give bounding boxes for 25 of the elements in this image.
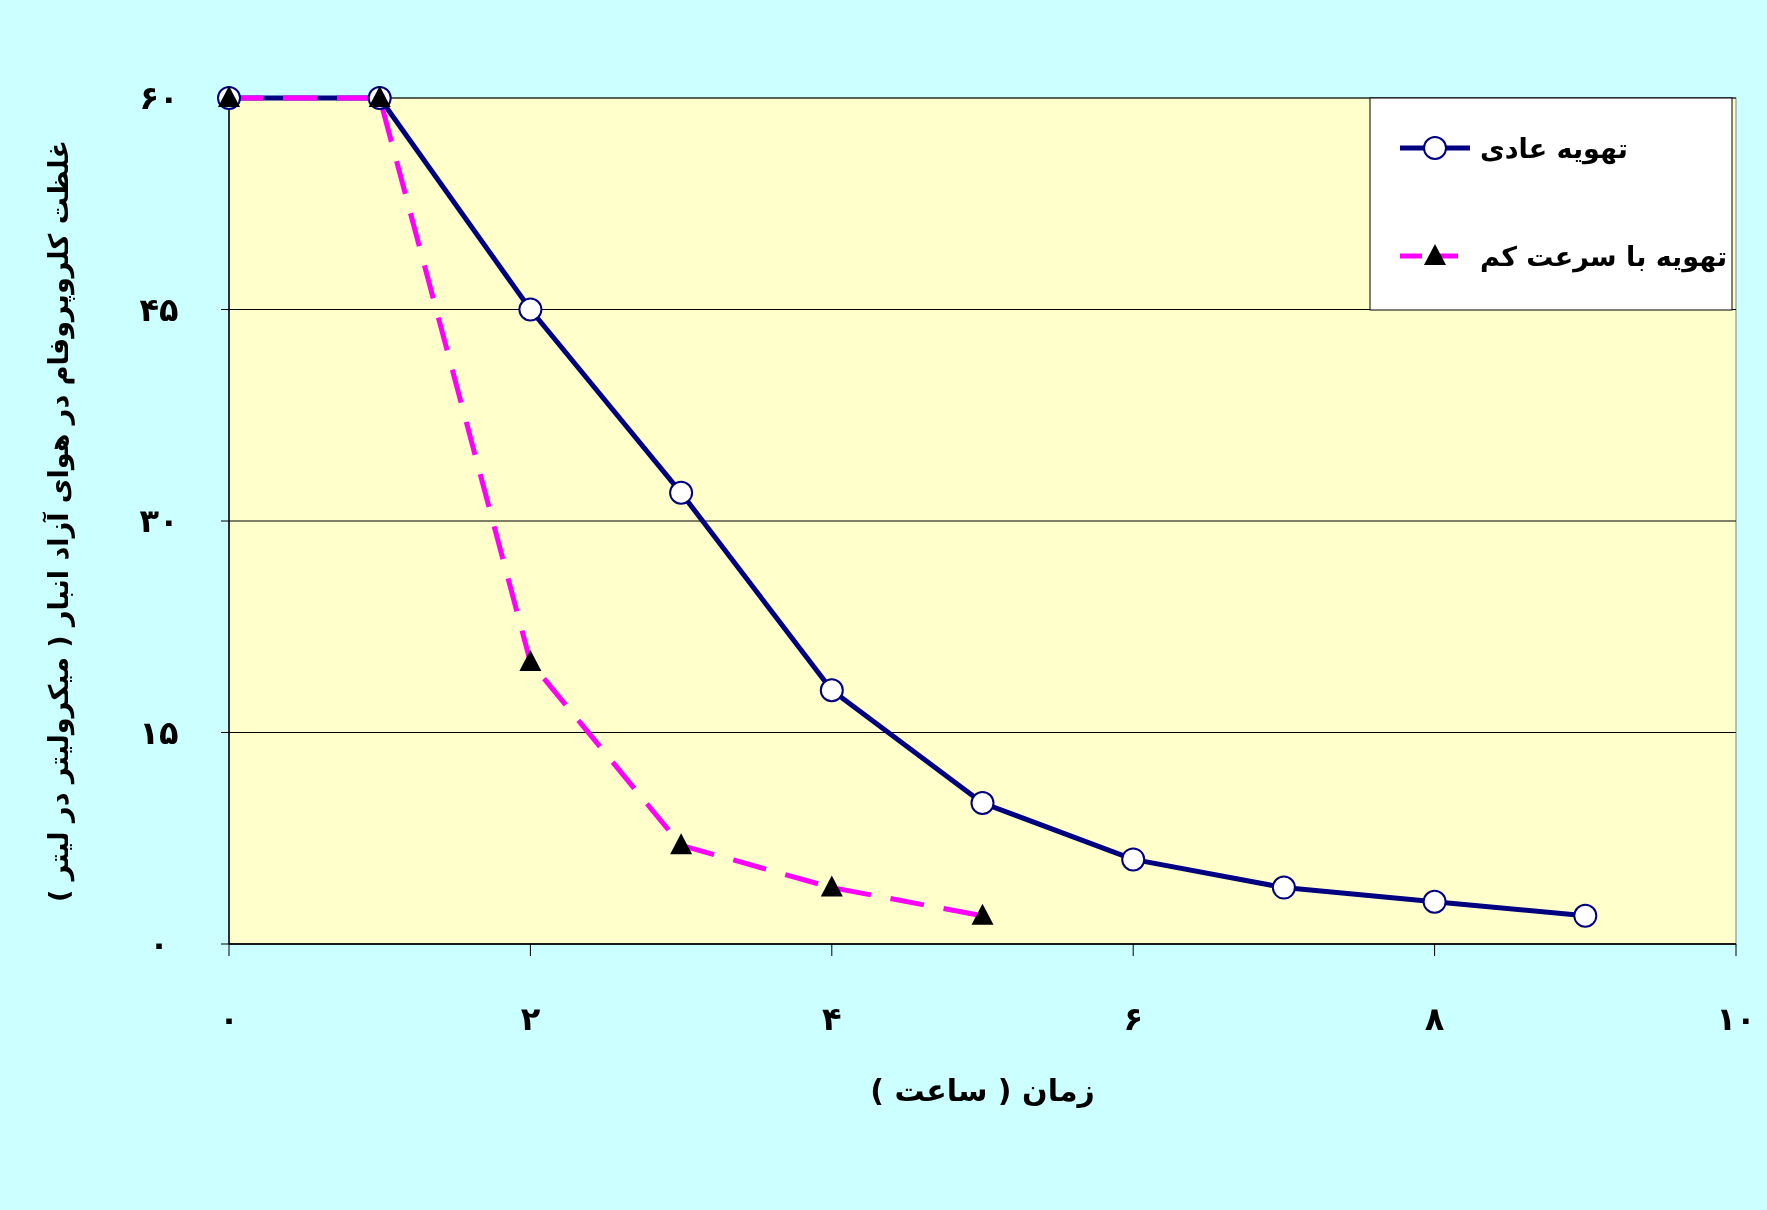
legend-item: تهویه عادی [1400, 133, 1628, 164]
x-tick-label: ۸ [1424, 1000, 1445, 1038]
x-tick-label: ۱۰ [1716, 1000, 1756, 1038]
point [669, 480, 694, 505]
y-tick-label: ۱۵ [139, 713, 179, 752]
point [819, 678, 844, 703]
y-tick-label: ۰ [149, 925, 169, 963]
point [1422, 889, 1447, 914]
point [1573, 903, 1598, 928]
x-tick-label: ۴ [822, 1000, 842, 1038]
y-tick-label: ۴۵ [139, 290, 179, 329]
x-tick-label: ۲ [520, 1000, 541, 1038]
legend-label: تهویه با سرعت کم [1480, 241, 1728, 273]
x-tick-label: ۶ [1123, 1000, 1143, 1038]
x-axis-title: زمان ( ساعت ) [870, 1073, 1095, 1108]
point [518, 297, 543, 322]
point [1121, 847, 1146, 872]
point [970, 791, 995, 815]
legend-label: تهویه عادی [1480, 133, 1628, 165]
point [1271, 875, 1296, 900]
x-tick-label: ۰ [219, 1000, 239, 1038]
legend-item: تهویه با سرعت کم [1400, 241, 1728, 272]
y-tick-label: ۶۰ [139, 79, 179, 117]
y-tick-label: ۳۰ [139, 502, 179, 540]
y-axis-title: غلظت کلروپروفام در هوای آزاد انبار ( میکرولیتر در لیتر ) [42, 139, 75, 903]
